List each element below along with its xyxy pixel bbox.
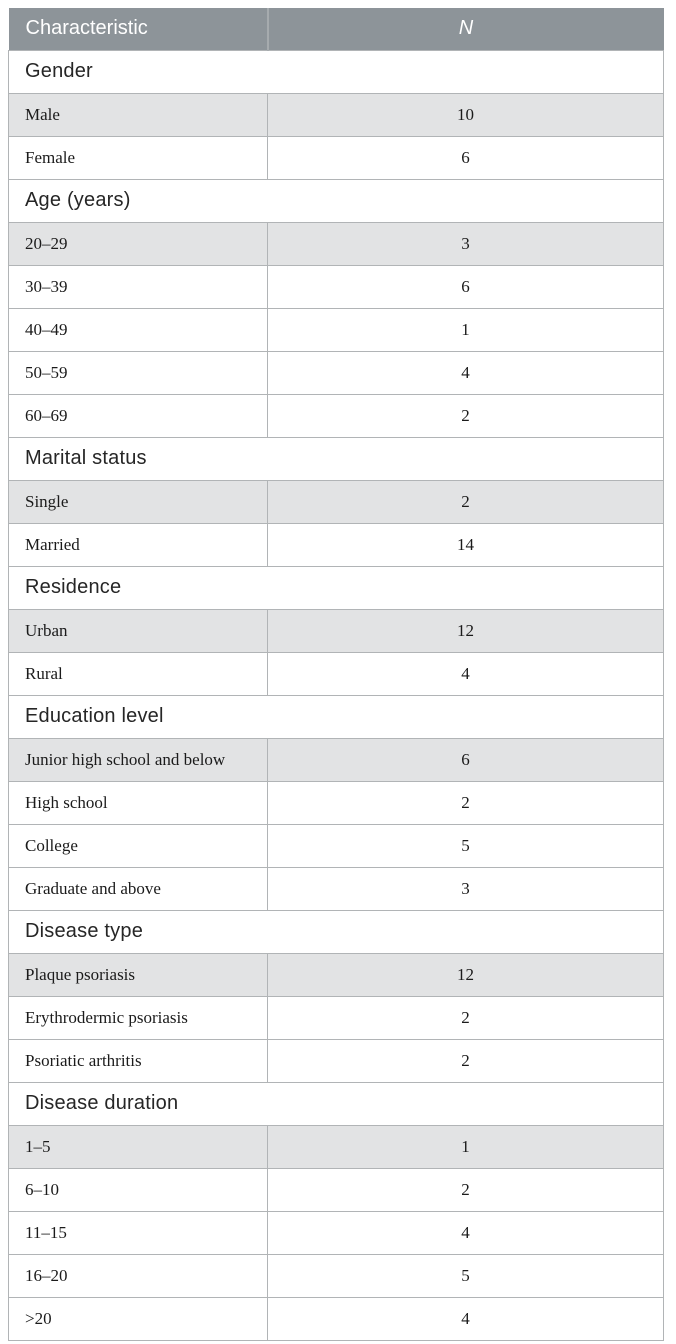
- section-row: Gender: [8, 49, 664, 94]
- table-row: Single 2: [8, 479, 664, 524]
- table-row: 60–69 2: [8, 393, 664, 438]
- row-n-value: 4: [267, 651, 664, 696]
- row-label: 20–29: [8, 221, 268, 266]
- row-n-value: 2: [267, 1167, 664, 1212]
- table-row: >20 4: [8, 1296, 664, 1341]
- characteristics-table: Characteristic N Gender Male 10 Female 6 Age …: [8, 8, 664, 1341]
- table-row: College 5: [8, 823, 664, 868]
- table-row: 11–15 4: [8, 1210, 664, 1255]
- section-title: Age (years): [8, 178, 664, 223]
- row-label: High school: [8, 780, 268, 825]
- table-row: 50–59 4: [8, 350, 664, 395]
- table-row: 40–49 1: [8, 307, 664, 352]
- row-label: Male: [8, 92, 268, 137]
- section-title: Marital status: [8, 436, 664, 481]
- row-label: Single: [8, 479, 268, 524]
- row-label: Erythrodermic psoriasis: [8, 995, 268, 1040]
- row-n-value: 4: [267, 350, 664, 395]
- row-n-value: 2: [267, 393, 664, 438]
- table-body: Gender Male 10 Female 6 Age (years) 20–29 3 30–3…: [8, 49, 664, 1341]
- section-row: Age (years): [8, 178, 664, 223]
- row-n-value: 10: [267, 92, 664, 137]
- row-label: 6–10: [8, 1167, 268, 1212]
- row-n-value: 2: [267, 479, 664, 524]
- table-row: Psoriatic arthritis 2: [8, 1038, 664, 1083]
- row-label: Urban: [8, 608, 268, 653]
- row-n-value: 1: [267, 307, 664, 352]
- table-row: Rural 4: [8, 651, 664, 696]
- section-row: Marital status: [8, 436, 664, 481]
- row-label: Plaque psoriasis: [8, 952, 268, 997]
- row-label: Married: [8, 522, 268, 567]
- row-n-value: 2: [267, 1038, 664, 1083]
- row-label: 16–20: [8, 1253, 268, 1298]
- row-n-value: 5: [267, 1253, 664, 1298]
- table-row: Female 6: [8, 135, 664, 180]
- row-label: Psoriatic arthritis: [8, 1038, 268, 1083]
- table-row: 16–20 5: [8, 1253, 664, 1298]
- row-label: College: [8, 823, 268, 868]
- row-n-value: 3: [267, 866, 664, 911]
- table-row: Male 10: [8, 92, 664, 137]
- row-label: >20: [8, 1296, 268, 1341]
- section-row: Disease type: [8, 909, 664, 954]
- row-n-value: 6: [267, 737, 664, 782]
- row-label: 40–49: [8, 307, 268, 352]
- section-title: Disease duration: [8, 1081, 664, 1126]
- table-row: 1–5 1: [8, 1124, 664, 1169]
- row-n-value: 12: [267, 952, 664, 997]
- row-label: Rural: [8, 651, 268, 696]
- column-header-n: N: [266, 8, 664, 50]
- section-row: Education level: [8, 694, 664, 739]
- table-row: Erythrodermic psoriasis 2: [8, 995, 664, 1040]
- row-n-value: 4: [267, 1210, 664, 1255]
- section-title: Gender: [8, 49, 664, 94]
- table-row: Graduate and above 3: [8, 866, 664, 911]
- row-label: 50–59: [8, 350, 268, 395]
- row-n-value: 1: [267, 1124, 664, 1169]
- table-row: Married 14: [8, 522, 664, 567]
- row-label: Female: [8, 135, 268, 180]
- row-label: 11–15: [8, 1210, 268, 1255]
- table-row: 30–39 6: [8, 264, 664, 309]
- row-n-value: 12: [267, 608, 664, 653]
- row-n-value: 2: [267, 780, 664, 825]
- section-row: Residence: [8, 565, 664, 610]
- section-title: Disease type: [8, 909, 664, 954]
- row-n-value: 14: [267, 522, 664, 567]
- table-header: Characteristic N: [8, 8, 664, 50]
- row-label: 1–5: [8, 1124, 268, 1169]
- row-label: Junior high school and below: [8, 737, 268, 782]
- row-n-value: 2: [267, 995, 664, 1040]
- table-row: Urban 12: [8, 608, 664, 653]
- table-row: 6–10 2: [8, 1167, 664, 1212]
- table-row: Junior high school and below 6: [8, 737, 664, 782]
- row-n-value: 6: [267, 264, 664, 309]
- section-title: Residence: [8, 565, 664, 610]
- row-label: 60–69: [8, 393, 268, 438]
- table-row: Plaque psoriasis 12: [8, 952, 664, 997]
- row-label: 30–39: [8, 264, 268, 309]
- row-n-value: 4: [267, 1296, 664, 1341]
- row-n-value: 3: [267, 221, 664, 266]
- table-row: 20–29 3: [8, 221, 664, 266]
- header-row: Characteristic N: [8, 8, 664, 50]
- section-title: Education level: [8, 694, 664, 739]
- row-label: Graduate and above: [8, 866, 268, 911]
- column-header-characteristic: Characteristic: [8, 8, 268, 50]
- section-row: Disease duration: [8, 1081, 664, 1126]
- table-row: High school 2: [8, 780, 664, 825]
- row-n-value: 6: [267, 135, 664, 180]
- row-n-value: 5: [267, 823, 664, 868]
